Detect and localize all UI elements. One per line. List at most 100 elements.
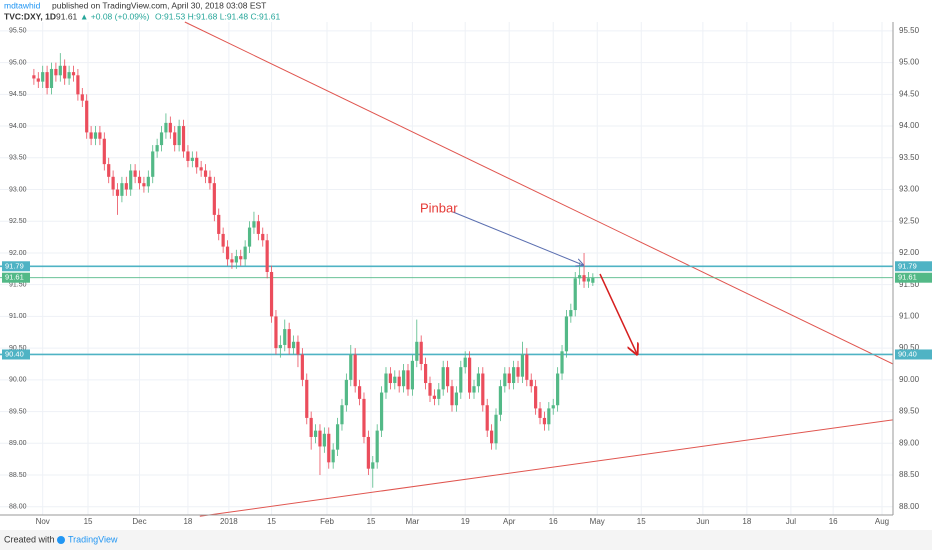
candle-body <box>190 157 194 161</box>
candle-body <box>164 122 168 133</box>
y-tick-label: 91.00 <box>899 312 920 321</box>
candle-body <box>177 126 181 146</box>
candle-body <box>371 462 375 469</box>
last-price: 91.61 <box>56 11 78 21</box>
candle-body <box>327 433 331 463</box>
ohlc: O:91.53 H:91.68 L:91.48 C:91.61 <box>155 11 281 21</box>
level-label: 91.61 <box>898 273 917 282</box>
candle-body <box>208 176 212 184</box>
candle-body <box>454 392 459 406</box>
candle-body <box>256 221 260 234</box>
candle-body <box>344 379 348 406</box>
candle-body <box>129 170 133 190</box>
y-tick-label: 95.00 <box>899 58 920 67</box>
candle-body <box>582 275 586 282</box>
y-tick-label: 94.50 <box>899 89 920 98</box>
level-tag <box>2 272 30 283</box>
candle-body <box>507 373 511 384</box>
candle-body <box>379 392 384 431</box>
level-tag <box>895 261 932 272</box>
level-label: 91.79 <box>5 261 24 270</box>
candle-body <box>340 405 344 425</box>
y-tick-label: 92.00 <box>9 250 27 257</box>
candle-body <box>71 72 76 76</box>
candle-body <box>76 75 80 95</box>
candle-body <box>538 408 542 418</box>
y-tick-label: 91.00 <box>9 313 27 320</box>
candle-body <box>217 214 221 234</box>
x-tick-label: 16 <box>829 517 838 526</box>
candle-body <box>349 354 353 380</box>
author[interactable]: mdtawhid <box>4 0 41 10</box>
projection-arrow <box>599 273 637 354</box>
published: published on TradingView.com, April 30, … <box>52 0 266 10</box>
candle-body <box>353 354 357 387</box>
candle-body <box>485 405 489 431</box>
candle-body <box>225 246 230 260</box>
candle-body <box>586 278 591 282</box>
candle-body <box>261 233 265 241</box>
candle-body <box>234 256 238 263</box>
candle-body <box>283 329 287 345</box>
y-tick-label: 90.50 <box>9 345 27 352</box>
candle-body <box>375 430 379 463</box>
candle-body <box>401 370 406 387</box>
candle-body <box>423 363 428 384</box>
candle-body <box>437 389 441 399</box>
candle-body <box>362 398 366 437</box>
y-tick-label: 91.50 <box>9 282 27 289</box>
x-tick-label: 19 <box>461 517 470 526</box>
level-label: 91.61 <box>5 273 24 282</box>
y-tick-label: 89.00 <box>9 440 27 447</box>
candle-body <box>212 183 216 215</box>
candle-body <box>67 72 71 79</box>
candle-body <box>151 151 155 177</box>
x-tick-label: Mar <box>406 517 420 526</box>
x-tick-label: Jul <box>786 517 796 526</box>
candle-body <box>393 376 397 384</box>
x-tick-label: 15 <box>367 517 376 526</box>
y-tick-label: 93.00 <box>9 186 27 193</box>
candle-body <box>463 357 467 368</box>
candle-body <box>181 126 186 152</box>
candle-body <box>243 246 247 260</box>
candle-body <box>111 176 115 190</box>
candle-body <box>107 164 111 177</box>
candle-body <box>137 176 142 184</box>
level-label: 90.40 <box>898 349 917 358</box>
y-tick-label: 90.50 <box>899 343 920 352</box>
candle-body <box>419 341 423 364</box>
candle-body <box>296 341 300 355</box>
candle-body <box>36 78 40 82</box>
candle-body <box>133 170 137 177</box>
candle-body <box>89 132 93 139</box>
candle-body <box>63 65 67 79</box>
x-tick-label: 15 <box>637 517 646 526</box>
y-tick-label: 93.50 <box>9 155 27 162</box>
x-tick-label: Nov <box>36 517 50 526</box>
x-tick-label: 18 <box>742 517 751 526</box>
candle-body <box>80 94 84 101</box>
candle-body <box>186 151 190 161</box>
level-tag <box>2 349 30 360</box>
candle-body <box>547 408 551 425</box>
brand[interactable]: TradingView <box>68 534 118 544</box>
pinbar-arrow <box>452 211 583 265</box>
x-tick-label: Dec <box>132 517 146 526</box>
plot <box>0 21 894 517</box>
candle-body <box>578 275 582 279</box>
candle-body <box>54 68 58 76</box>
candle-body <box>274 316 278 349</box>
level-label: 90.40 <box>5 349 24 358</box>
candle-body <box>498 386 503 415</box>
candle-body <box>230 259 234 263</box>
y-tick-label: 90.00 <box>9 377 27 384</box>
y-tick-label: 93.50 <box>899 153 920 162</box>
x-tick-label: May <box>590 517 605 526</box>
y-tick-label: 94.50 <box>9 91 27 98</box>
candle-body <box>472 386 476 393</box>
level-tag <box>895 349 932 360</box>
y-tick-label: 95.00 <box>9 59 27 66</box>
x-tick-label: 15 <box>267 517 276 526</box>
candle-body <box>41 72 45 82</box>
